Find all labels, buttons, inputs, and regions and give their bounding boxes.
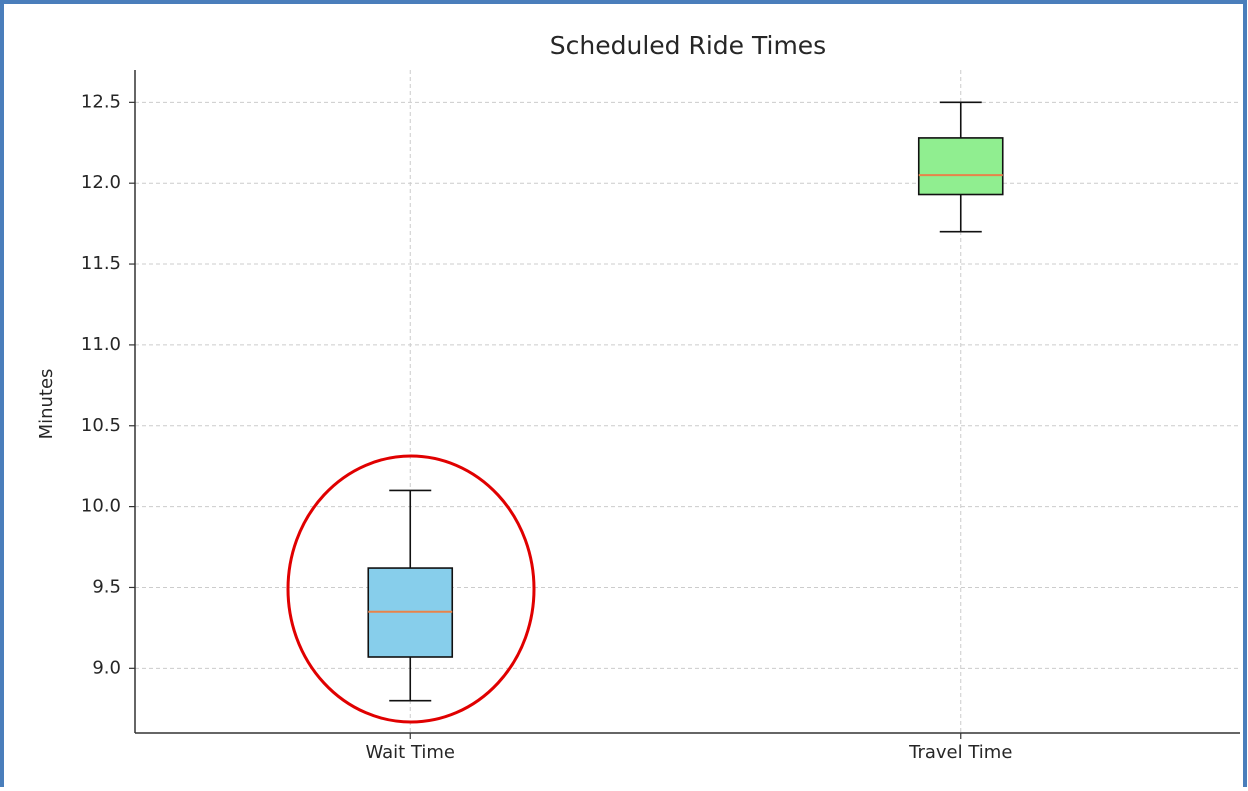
y-axis-label: Minutes — [36, 369, 57, 440]
y-tick-label: 11.5 — [81, 253, 121, 274]
x-tick-label: Wait Time — [365, 742, 455, 763]
grid — [135, 70, 1240, 733]
x-tick-label: Travel Time — [908, 742, 1012, 763]
box — [917, 137, 1004, 196]
highlight-circle — [286, 454, 536, 724]
chart-title: Scheduled Ride Times — [550, 31, 826, 60]
y-tick-label: 10.5 — [81, 415, 121, 436]
y-tick-label: 9.0 — [92, 657, 121, 678]
y-tick-label: 12.5 — [81, 91, 121, 112]
y-tick-label: 11.0 — [81, 334, 121, 355]
y-tick-label: 9.5 — [92, 576, 121, 597]
y-tick-label: 10.0 — [81, 496, 121, 517]
plot-marks — [367, 101, 1004, 702]
y-tick-label: 12.0 — [81, 172, 121, 193]
